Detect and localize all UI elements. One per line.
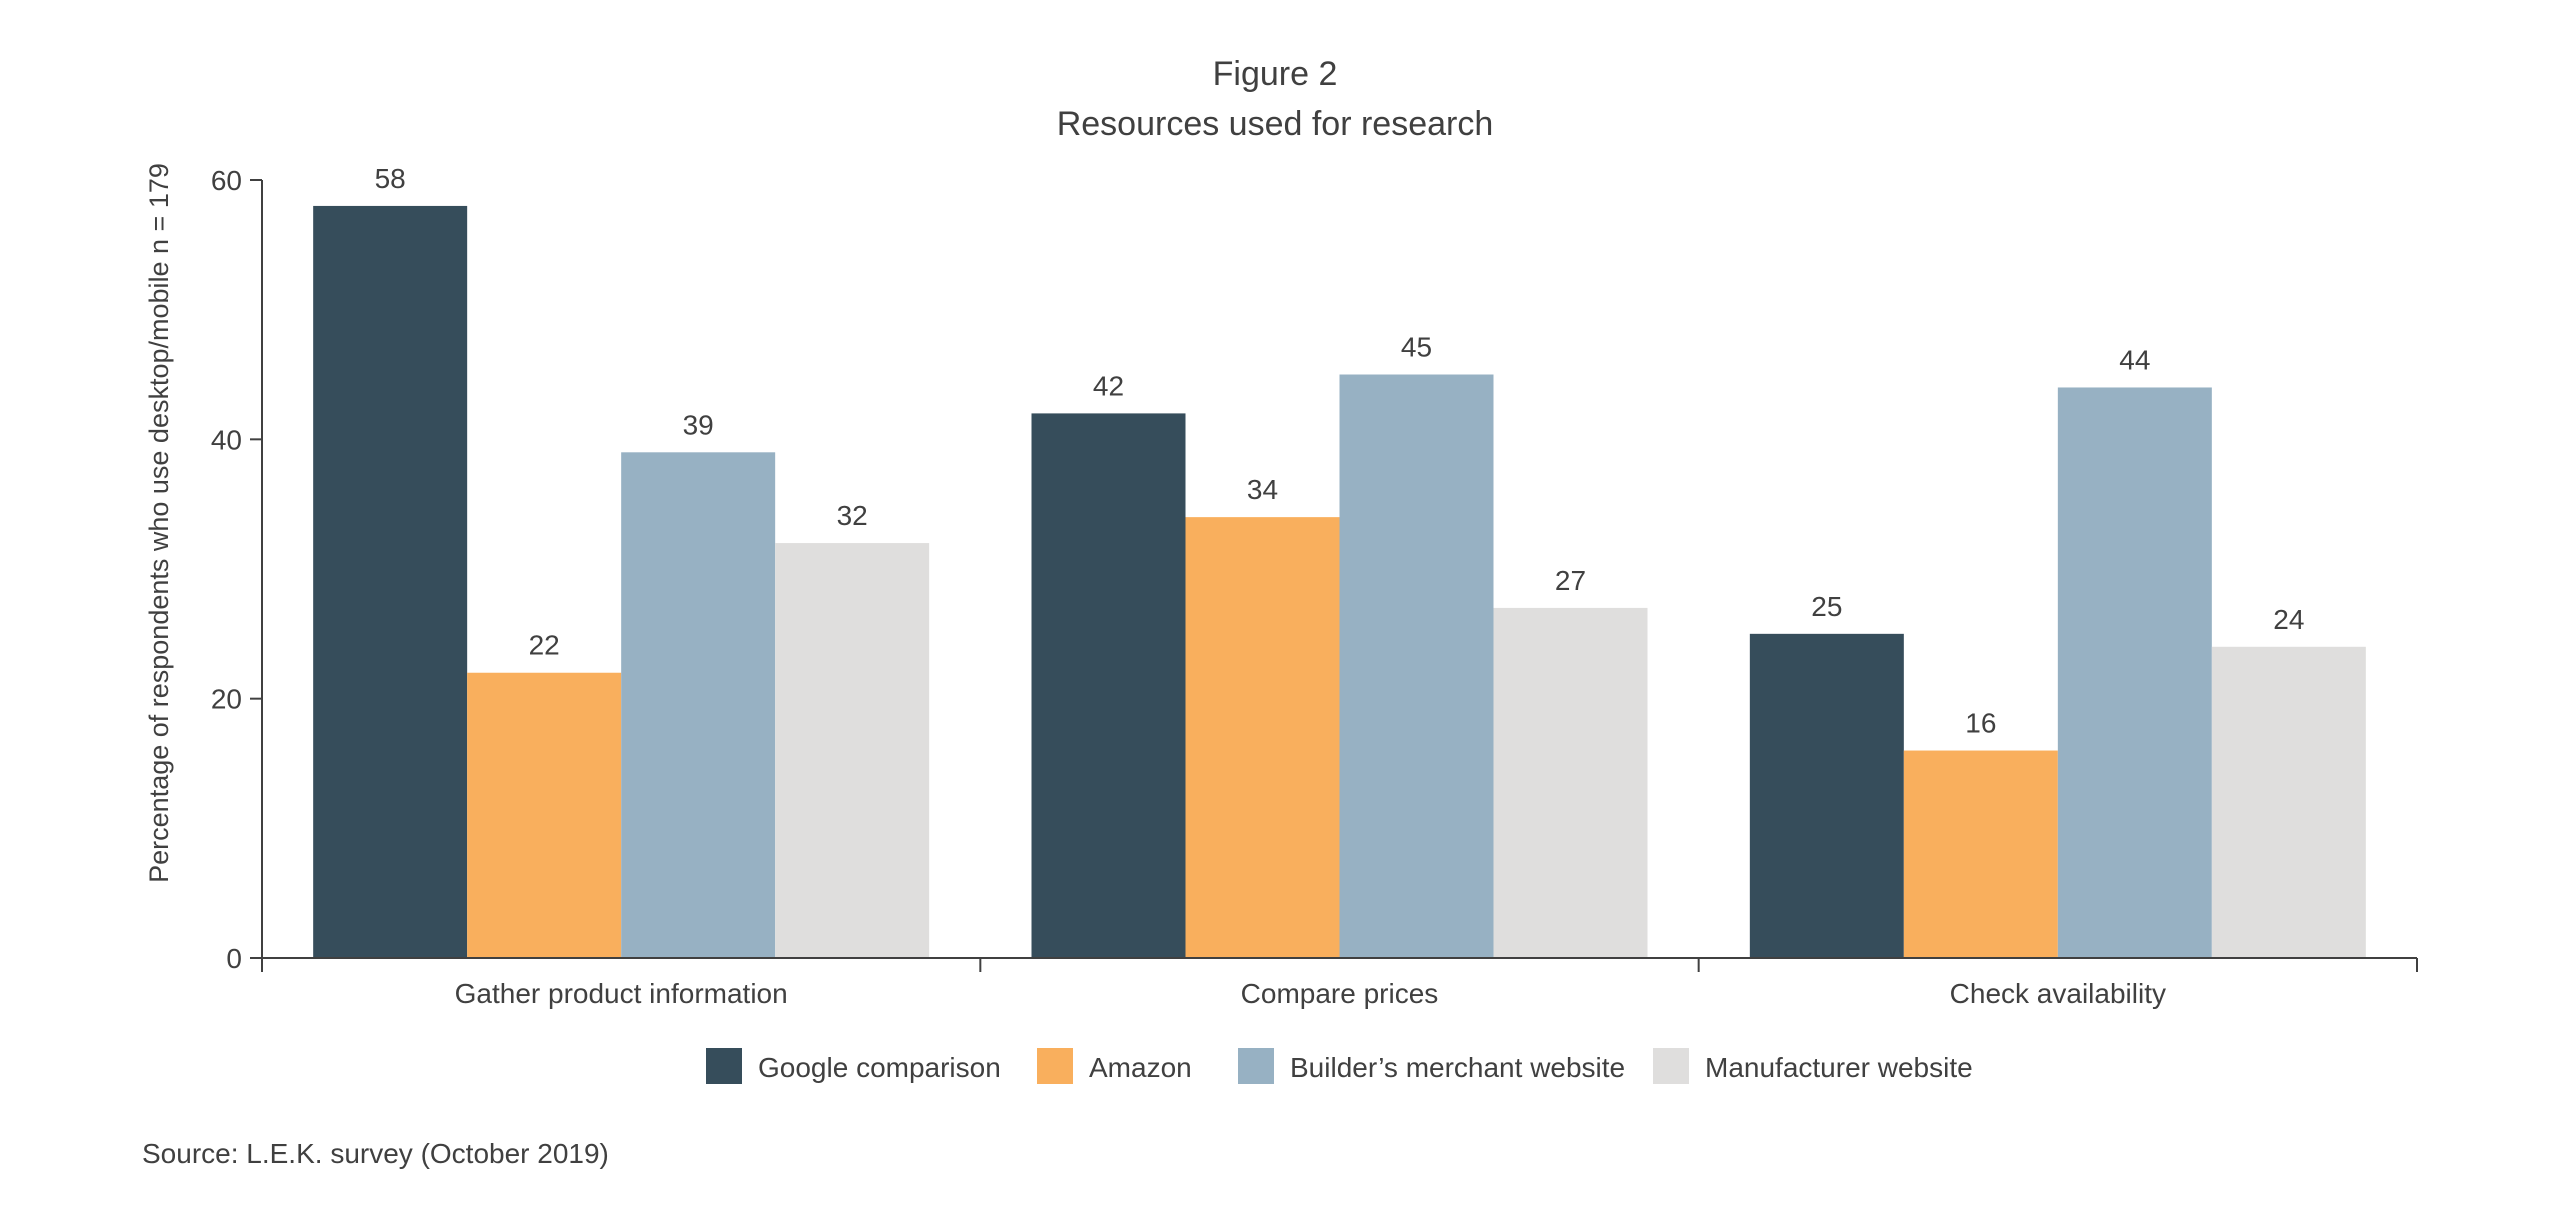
y-tick-label: 20: [211, 684, 242, 715]
bar: [1493, 607, 1648, 958]
source-note: Source: L.E.K. survey (October 2019): [142, 1138, 609, 1169]
data-label: 24: [2273, 604, 2304, 635]
data-label: 39: [683, 409, 714, 440]
legend-swatch: [706, 1048, 742, 1084]
chart-title: Figure 2: [1213, 55, 1338, 93]
y-axis-title: Percentage of respondents who use deskto…: [144, 163, 174, 883]
y-tick-label: 40: [211, 424, 242, 455]
bar: [2057, 387, 2212, 958]
bar: [1185, 517, 1340, 958]
y-tick-label: 0: [226, 943, 242, 974]
data-label: 58: [375, 163, 406, 194]
axes: Gather product information Compare prices…: [211, 165, 2418, 1009]
legend-label: Builder’s merchant website: [1290, 1052, 1625, 1083]
bar: [1903, 750, 2058, 958]
data-label: 34: [1247, 474, 1278, 505]
legend-label: Manufacturer website: [1705, 1052, 1973, 1083]
plot-area: 58 22 39 32 42 34 45 27 25 16 44 24: [313, 163, 2366, 958]
x-tick-label: Check availability: [1950, 978, 2166, 1009]
bar: [1031, 413, 1186, 958]
data-label: 42: [1093, 370, 1124, 401]
legend-swatch: [1037, 1048, 1073, 1084]
legend-label: Google comparison: [758, 1052, 1001, 1083]
data-label: 16: [1965, 708, 1996, 739]
legend-item: Manufacturer website: [1653, 1048, 1973, 1084]
legend-item: Amazon: [1037, 1048, 1192, 1084]
data-label: 45: [1401, 332, 1432, 363]
x-tick-label: Gather product information: [455, 978, 788, 1009]
data-label: 27: [1555, 565, 1586, 596]
bar: [1339, 374, 1494, 958]
data-label: 22: [529, 630, 560, 661]
bar: [313, 205, 468, 958]
legend-item: Builder’s merchant website: [1238, 1048, 1625, 1084]
bar: [775, 543, 930, 958]
legend-label: Amazon: [1089, 1052, 1192, 1083]
legend-swatch: [1653, 1048, 1689, 1084]
legend: Google comparison Amazon Builder’s merchan…: [706, 1048, 1973, 1084]
x-tick-label: Compare prices: [1241, 978, 1439, 1009]
legend-item: Google comparison: [706, 1048, 1001, 1084]
bar: [467, 672, 622, 958]
legend-swatch: [1238, 1048, 1274, 1084]
y-tick-label: 60: [211, 165, 242, 196]
bar: [621, 452, 776, 958]
data-label: 25: [1811, 591, 1842, 622]
data-label: 44: [2119, 344, 2150, 375]
bar: [1749, 633, 1904, 958]
chart-subtitle: Resources used for research: [1057, 105, 1494, 143]
bar: [2211, 646, 2366, 958]
data-label: 32: [837, 500, 868, 531]
